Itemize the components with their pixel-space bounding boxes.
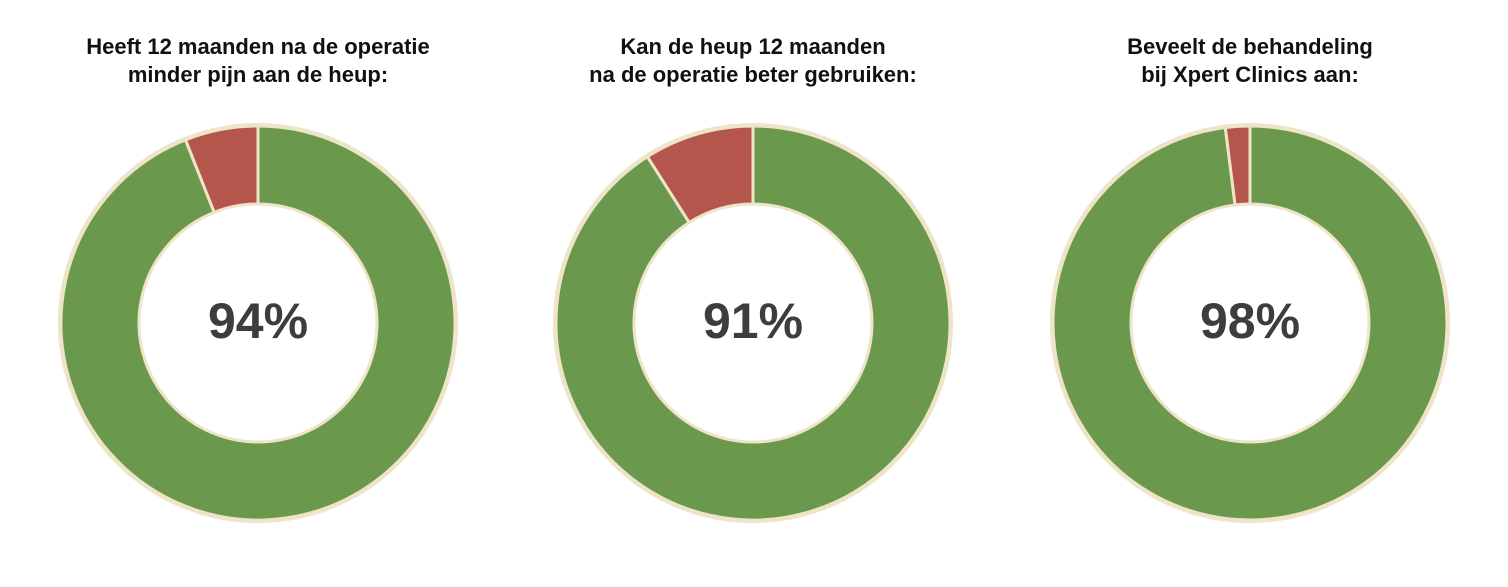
donut-chart: Heeft 12 maanden na de operatie minder pi…	[58, 34, 458, 523]
chart-title: bij Xpert Clinics aan:	[1141, 62, 1359, 87]
donut-segment	[554, 124, 952, 522]
donut-segment	[1051, 124, 1449, 522]
chart-title: minder pijn aan de heup:	[128, 62, 388, 87]
chart-title: Beveelt de behandeling	[1127, 34, 1373, 59]
center-label: 91%	[703, 293, 803, 349]
donut-segment	[183, 124, 260, 215]
center-label: 94%	[208, 293, 308, 349]
donut-segment	[1223, 124, 1252, 207]
chart-title: na de operatie beter gebruiken:	[589, 62, 917, 87]
donut-segment	[59, 124, 457, 522]
chart-title: Heeft 12 maanden na de operatie	[86, 34, 430, 59]
donut-segment	[645, 124, 755, 225]
center-label: 98%	[1200, 293, 1300, 349]
donut-chart: Kan de heup 12 maanden na de operatie bet…	[553, 34, 953, 523]
chart-title: Kan de heup 12 maanden	[620, 34, 885, 59]
donut-chart: Beveelt de behandeling bij Xpert Clinics …	[1050, 34, 1450, 523]
